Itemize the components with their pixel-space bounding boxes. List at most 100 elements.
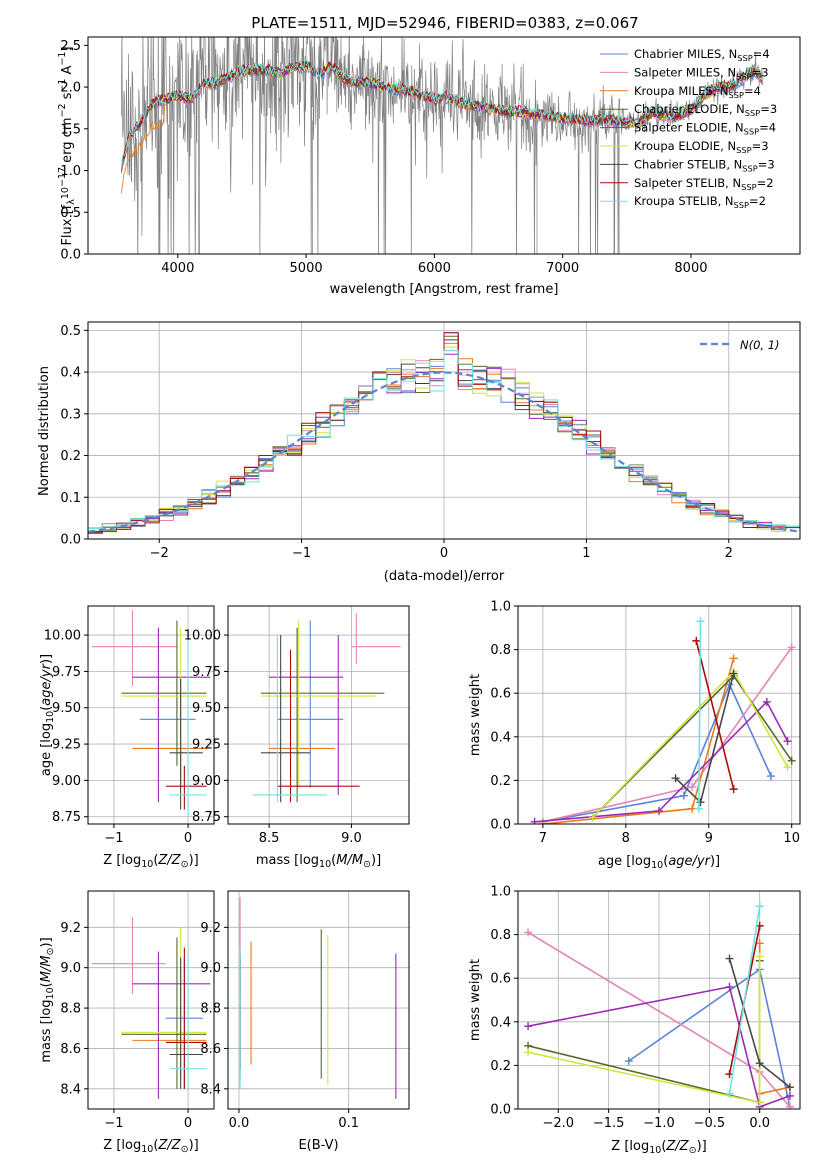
y-tick-label: 0.8 <box>490 643 511 658</box>
label-part: )] <box>371 853 381 868</box>
x-tick-label: −0.5 <box>694 1116 726 1131</box>
y-tick-label: 8.4 <box>60 1082 81 1097</box>
y-tick-label: 9.0 <box>60 961 81 976</box>
label-part: 10 <box>141 1144 153 1155</box>
weight-marker-kroupa-elodie <box>783 763 792 772</box>
x-tick-label: 5000 <box>290 261 323 276</box>
y-tick-label: 1.0 <box>60 164 81 179</box>
label-sub: SSP <box>744 127 759 137</box>
axes-frame: −1 0 8.4 8.6 8.8 9.0 9.2 <box>60 890 215 1131</box>
legend-label-salpeter-elodie: Salpeter ELODIE, NSSP=4 <box>634 121 776 137</box>
label-part: =3 <box>752 65 769 79</box>
label-sub: SSP <box>745 108 760 118</box>
normal-distribution-curve <box>88 371 800 533</box>
label-part: ⊙ <box>45 948 56 956</box>
y-axis-label: Normed distribution <box>37 366 52 496</box>
plot-area <box>252 613 401 803</box>
weight-marker-kroupa-stelib <box>696 617 705 626</box>
label-part: 10 <box>45 987 56 999</box>
model-spectrum-kroupa-stelib <box>120 59 764 170</box>
weight-marker-chabrier-stelib <box>725 954 734 963</box>
y-tick-label: 0.1 <box>60 491 81 506</box>
weight-line-kroupa-stelib <box>698 621 702 809</box>
x-tick-label: 9.0 <box>341 831 362 846</box>
legend-label-normal: N(0, 1) <box>740 338 780 352</box>
x-axis-label: (data-model)/error <box>384 569 505 584</box>
plot-area <box>239 897 397 1099</box>
x-tick-label: 8 <box>622 831 630 846</box>
x-tick-label: 10 <box>783 831 800 846</box>
label-part: Z/Z <box>157 853 181 868</box>
weight-marker-chabrier-elodie <box>787 756 796 765</box>
x-tick-label: 8000 <box>674 261 707 276</box>
x-axis-label: wavelength [Angstrom, rest frame] <box>330 282 559 297</box>
plot-area <box>120 37 764 254</box>
x-tick-label: 2 <box>725 546 733 561</box>
weight-marker-chabrier-stelib <box>755 1059 764 1068</box>
label-sub: SSP <box>736 71 751 81</box>
y-tick-label: 0.0 <box>490 818 511 833</box>
label-part: 10 <box>649 1145 661 1156</box>
y-tick-label: 9.00 <box>192 774 221 789</box>
label-part: M/M <box>336 853 363 868</box>
y-axis-label: mass [log10(M/M⊙)] <box>39 937 56 1062</box>
y-tick-label: 8.6 <box>200 1042 221 1057</box>
x-axis-label: Z [log10(Z/Z⊙)] <box>611 1139 706 1156</box>
label-part: erg cm <box>60 118 75 167</box>
y-tick-label: 2.0 <box>60 81 81 96</box>
y-tick-label: 8.6 <box>60 1042 81 1057</box>
weight-line-salpeter-stelib <box>695 640 735 790</box>
y-tick-label: 0.6 <box>490 687 511 702</box>
y-tick-label: 9.2 <box>200 921 221 936</box>
y-axis-label: age [log10(age/yr)] <box>39 654 56 776</box>
label-part: =2 <box>757 176 774 190</box>
legend-label-kroupa-elodie: Kroupa ELODIE, NSSP=3 <box>634 139 769 155</box>
x-tick-label: 4000 <box>161 261 194 276</box>
weight-marker-salpeter-stelib <box>692 636 701 645</box>
weight-marker-kroupa-miles <box>755 939 764 948</box>
label-part: )] <box>39 654 54 664</box>
label-part: Kroupa MILES, N <box>634 84 729 98</box>
legend-label-salpeter-miles: Salpeter MILES, NSSP=3 <box>634 65 769 81</box>
label-part: Salpeter MILES, N <box>634 65 736 79</box>
x-tick-label: 0 <box>184 831 192 846</box>
y-tick-label: 1.0 <box>490 885 511 900</box>
y-tick-label: 9.50 <box>52 701 81 716</box>
spectrum-title: PLATE=1511, MJD=52946, FIBERID=0383, z=0… <box>251 14 638 32</box>
weight-marker-salpeter-miles <box>785 1102 794 1109</box>
label-part: )] <box>189 853 199 868</box>
y-tick-label: 9.0 <box>200 961 221 976</box>
axes-frame: 8.5 9.0 8.75 9.00 9.25 9.50 9.75 10.00 <box>184 605 410 846</box>
x-axis-label: E(B-V) <box>298 1138 338 1153</box>
label-part: ⊙ <box>363 859 371 870</box>
y-tick-label: 1.0 <box>490 600 511 615</box>
y-tick-label: 9.50 <box>192 701 221 716</box>
x-tick-label: −1.5 <box>593 1116 625 1131</box>
label-part: )] <box>189 1138 199 1153</box>
label-part: −1 <box>57 79 68 93</box>
x-tick-label: 0.0 <box>229 1116 250 1131</box>
y-tick-label: 0.4 <box>60 366 81 381</box>
weight-marker-chabrier-miles <box>679 791 688 800</box>
legend-label-chabrier-miles: Chabrier MILES, NSSP=4 <box>634 47 770 63</box>
y-tick-label: 0.5 <box>60 206 81 221</box>
label-part: =3 <box>752 139 769 153</box>
label-part: ( <box>39 706 54 711</box>
axes-frame: 4000 5000 6000 7000 8000 0.0 0.5 1.0 1.5 2.0 2.5 <box>60 36 801 276</box>
x-tick-label: 7 <box>539 831 547 846</box>
y-tick-label: 10.00 <box>184 629 221 644</box>
axes-frame: 0.0 0.1 8.4 8.6 8.8 9.0 9.2 <box>200 890 410 1131</box>
label-part: 10 <box>45 711 56 723</box>
label-part: ( <box>663 854 668 869</box>
label-part: =4 <box>759 121 776 135</box>
x-tick-label: 6000 <box>418 261 451 276</box>
y-tick-label: 9.25 <box>52 738 81 753</box>
label-part: age [log <box>39 723 54 776</box>
label-part: Z/Z <box>157 1138 181 1153</box>
x-tick-label: 7000 <box>546 261 579 276</box>
x-tick-label: −1 <box>104 831 123 846</box>
label-part: Chabrier STELIB, N <box>634 157 742 171</box>
label-part: ( <box>331 853 336 868</box>
x-tick-label: 0 <box>440 546 448 561</box>
histogram-kroupa-stelib <box>88 350 800 533</box>
